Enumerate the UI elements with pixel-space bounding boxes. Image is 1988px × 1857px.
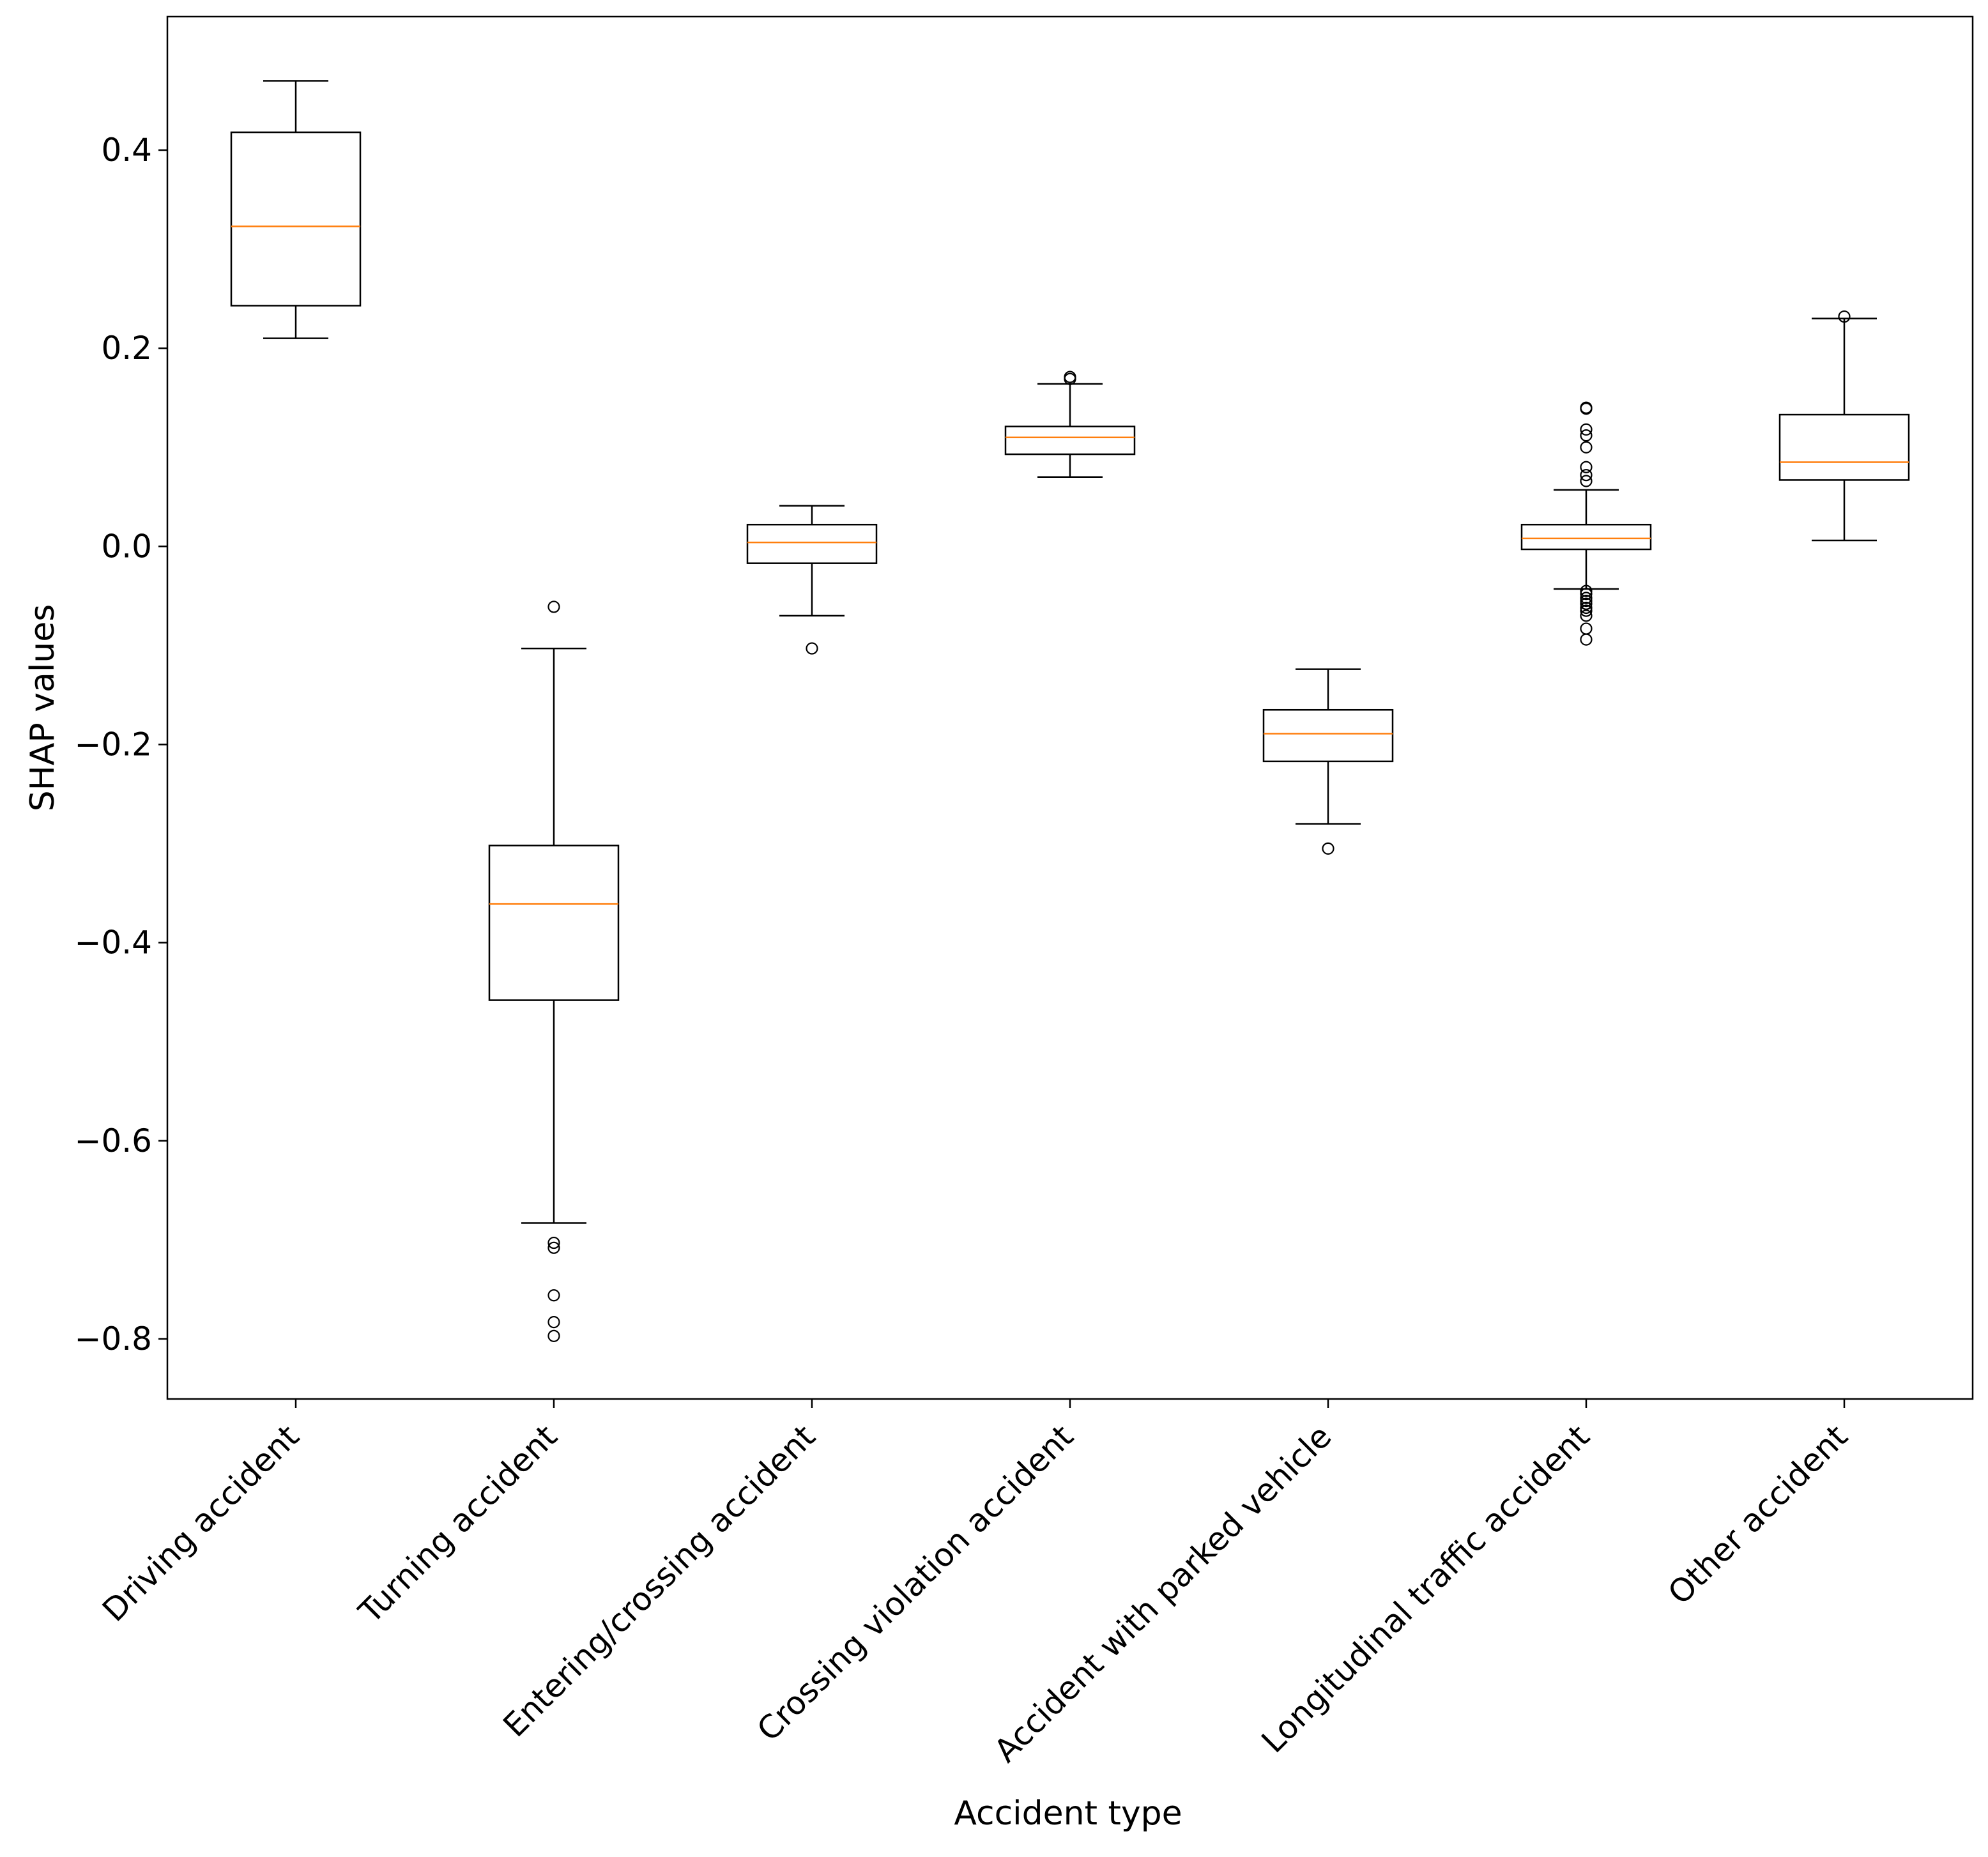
iqr-box xyxy=(1520,523,1652,551)
y-tick-label: −0.8 xyxy=(75,1320,152,1357)
y-tick-label: −0.6 xyxy=(75,1122,152,1159)
outlier-point xyxy=(1580,609,1593,622)
outlier-point xyxy=(1580,469,1593,482)
iqr-box xyxy=(488,844,620,1001)
y-tick-label: 0.4 xyxy=(101,132,152,169)
y-tick-label: −0.4 xyxy=(75,924,152,961)
iqr-box xyxy=(1262,708,1394,763)
x-tick-label: Driving accident xyxy=(95,1418,306,1628)
outlier-point xyxy=(1580,592,1593,604)
iqr-box xyxy=(230,131,362,307)
x-axis-title: Accident type xyxy=(954,1794,1182,1833)
y-tick-label: 0.0 xyxy=(101,528,152,565)
outlier-point xyxy=(1838,310,1851,323)
box-5 xyxy=(1262,668,1394,855)
outlier-point xyxy=(1580,401,1593,414)
outlier-point xyxy=(1580,429,1593,442)
box-2 xyxy=(488,600,620,1342)
x-tick-label: Other accident xyxy=(1661,1418,1854,1611)
iqr-box xyxy=(746,523,878,564)
outlier-point xyxy=(1580,423,1593,436)
outlier-point xyxy=(1580,461,1593,473)
box-4 xyxy=(1004,371,1136,478)
outlier-point xyxy=(806,642,818,655)
x-tick-label: Turning accident xyxy=(351,1418,564,1630)
outlier-point xyxy=(1322,842,1334,855)
x-axis: Driving accident Turning accidentEntering… xyxy=(95,1399,1854,1769)
y-axis-title: SHAP values xyxy=(24,604,62,812)
outlier-point xyxy=(1580,585,1593,597)
outlier-point xyxy=(1064,371,1076,383)
y-tick-label: −0.2 xyxy=(75,726,152,763)
box-6 xyxy=(1520,401,1652,646)
y-tick-label: 0.2 xyxy=(101,330,152,367)
outlier-point xyxy=(1580,622,1593,635)
outlier-point xyxy=(1580,441,1593,454)
box-series xyxy=(230,80,1910,1342)
outlier-point xyxy=(547,1236,560,1249)
outlier-point xyxy=(1580,597,1593,610)
x-tick-label: Entering/crossing accident xyxy=(496,1418,823,1744)
outlier-point xyxy=(1580,595,1593,608)
y-axis: 0.4 0.2 0.0 −0.2 −0.4 −0.6 −0.8 xyxy=(75,132,167,1357)
iqr-box xyxy=(1778,413,1910,481)
box-3 xyxy=(746,505,878,655)
outlier-point xyxy=(1580,601,1593,615)
outlier-point xyxy=(1580,633,1593,646)
outlier-point xyxy=(547,1289,560,1302)
outlier-point xyxy=(547,1329,560,1342)
outlier-point xyxy=(547,600,560,613)
box-1 xyxy=(230,80,362,339)
plot-area-frame xyxy=(166,15,1974,1400)
outlier-point xyxy=(547,1241,560,1254)
outlier-point xyxy=(1580,604,1593,617)
outlier-point xyxy=(1580,588,1593,600)
iqr-box xyxy=(1004,425,1136,455)
box-7 xyxy=(1778,310,1910,542)
outlier-point xyxy=(1580,475,1593,487)
outlier-point xyxy=(547,1316,560,1329)
